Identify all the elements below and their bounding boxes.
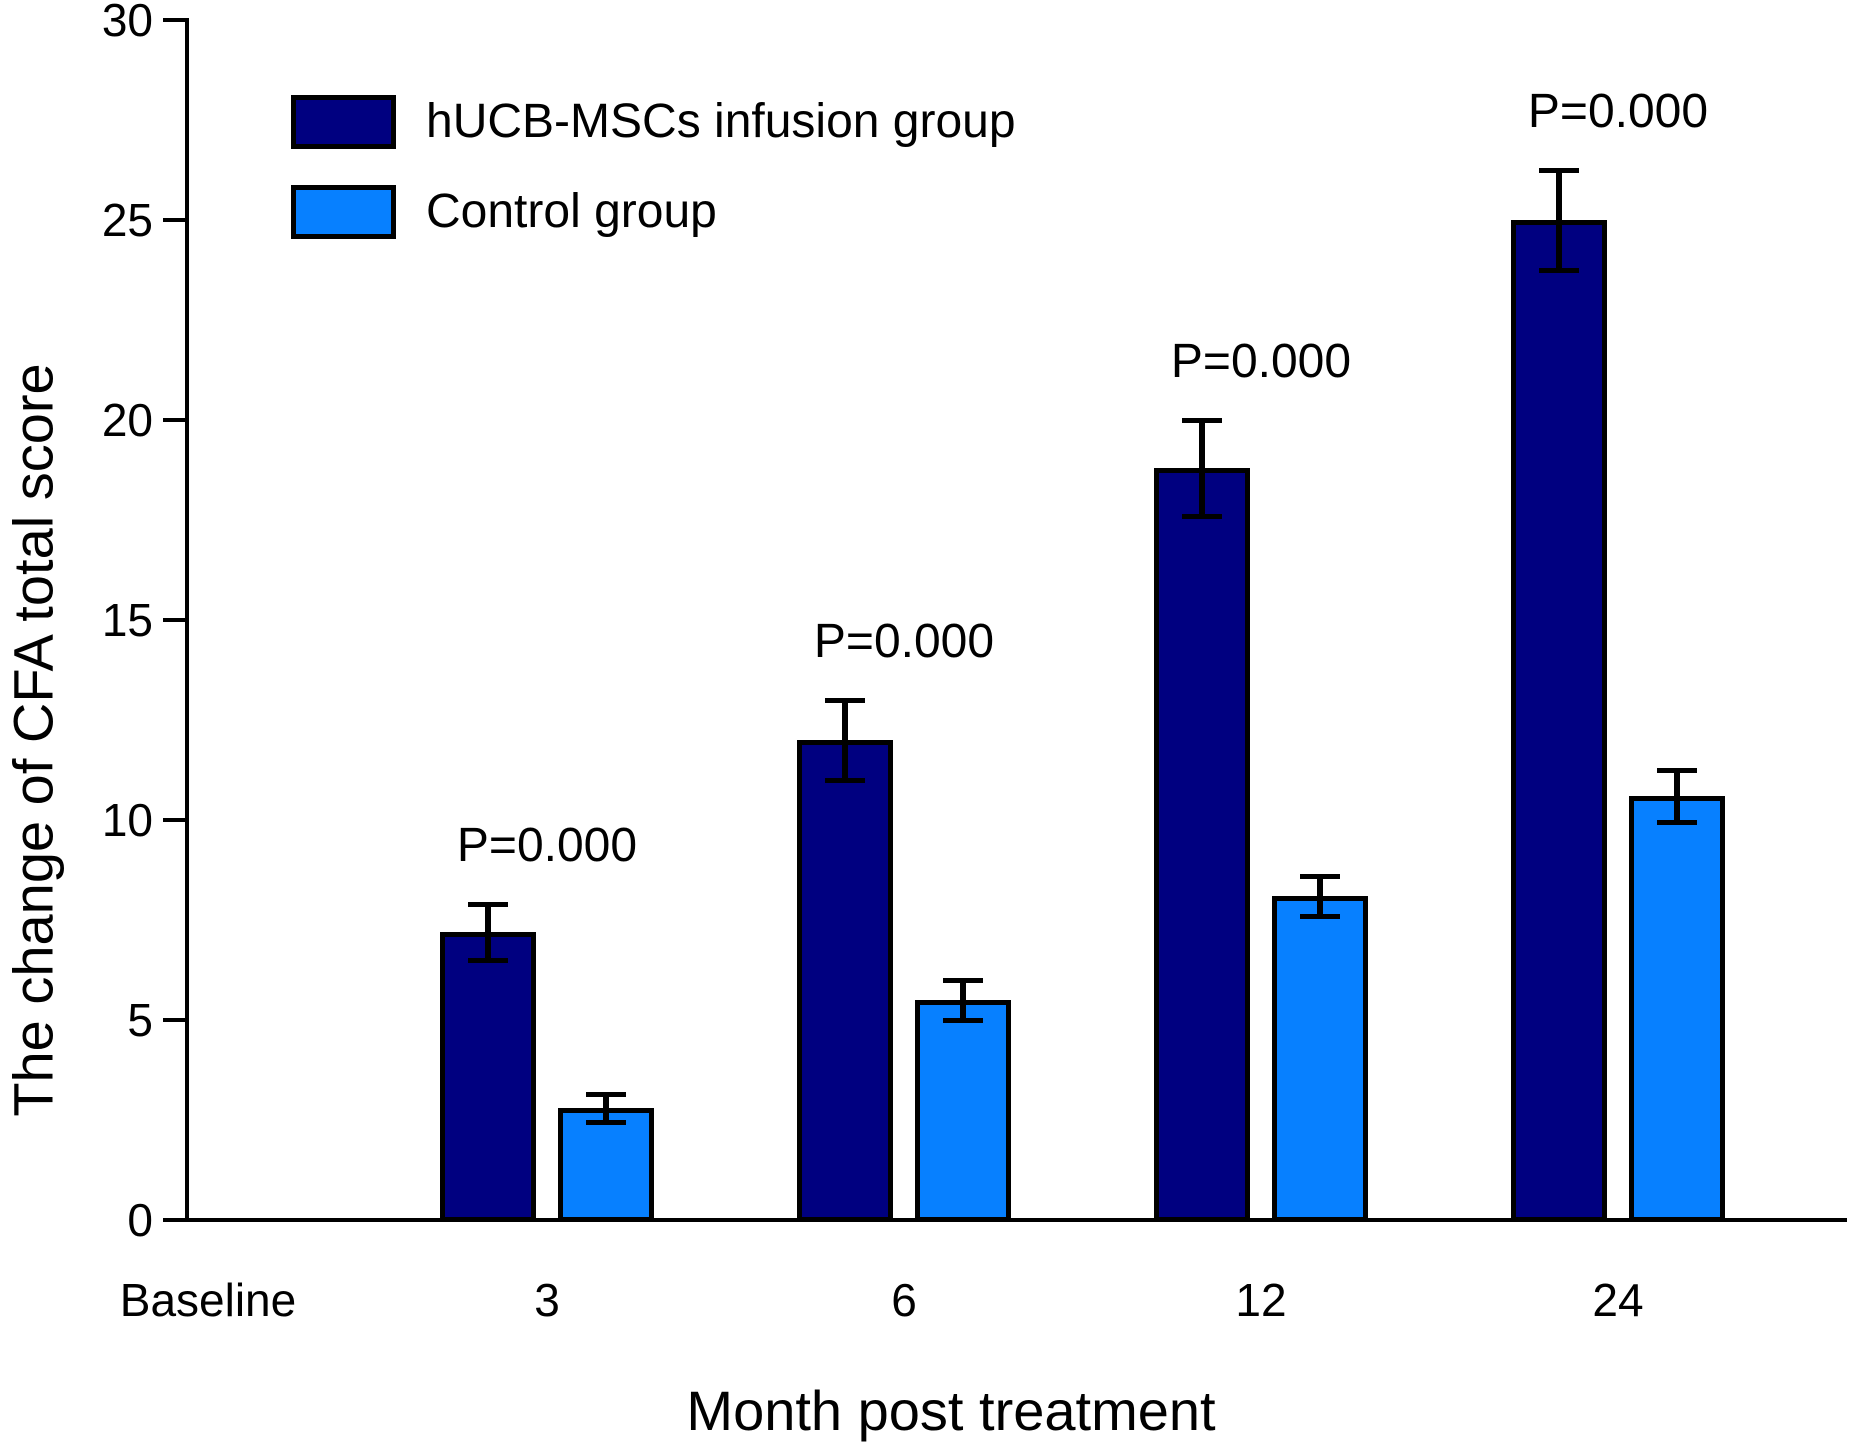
y-axis-tick: [163, 18, 185, 22]
error-bar-cap: [1539, 167, 1579, 173]
error-bar-line: [485, 904, 491, 960]
y-axis-tick: [163, 1018, 185, 1022]
error-bar-cap: [586, 1119, 626, 1125]
x-axis-category-label: 6: [891, 1274, 917, 1326]
y-axis-tick: [163, 418, 185, 422]
y-axis-tick-label: 5: [127, 994, 153, 1046]
error-bar-cap: [586, 1091, 626, 1097]
x-axis-line: [185, 1218, 1847, 1222]
error-bar-line: [960, 980, 966, 1020]
bar-series0-3: [440, 932, 536, 1222]
error-bar-cap: [825, 777, 865, 783]
legend-swatch-infusion-group: [291, 95, 396, 149]
error-bar-cap: [1300, 913, 1340, 919]
y-axis-tick-label: 0: [127, 1194, 153, 1246]
error-bar-cap: [1657, 767, 1697, 773]
x-axis-category-label: Baseline: [119, 1274, 297, 1326]
legend-label-infusion-group: hUCB-MSCs infusion group: [426, 95, 1016, 148]
bar-series0-24: [1511, 220, 1607, 1222]
y-axis-tick-label: 25: [101, 194, 153, 246]
error-bar-cap: [825, 697, 865, 703]
y-axis-tick: [163, 1218, 185, 1222]
legend-item-infusion-group: hUCB-MSCs infusion group: [291, 95, 1016, 149]
error-bar-cap: [1182, 513, 1222, 519]
bar-series0-6: [797, 740, 893, 1222]
y-axis-tick-label: 15: [101, 594, 153, 646]
error-bar-line: [1556, 170, 1562, 270]
bar-series1-24: [1629, 796, 1725, 1222]
error-bar-line: [1674, 770, 1680, 822]
p-value-annotation: P=0.000: [1170, 335, 1352, 388]
bar-series1-12: [1272, 896, 1368, 1222]
y-axis-line: [185, 18, 189, 1222]
error-bar-line: [1317, 876, 1323, 916]
error-bar-cap: [1182, 417, 1222, 423]
error-bar-cap: [468, 957, 508, 963]
error-bar-cap: [943, 977, 983, 983]
error-bar-cap: [1657, 819, 1697, 825]
x-axis-category-label: 12: [1235, 1274, 1287, 1326]
p-value-annotation: P=0.000: [456, 819, 638, 872]
y-axis-tick-label: 10: [101, 794, 153, 846]
y-axis-tick: [163, 818, 185, 822]
error-bar-cap: [1300, 873, 1340, 879]
legend-label-control-group: Control group: [426, 185, 717, 238]
error-bar-cap: [1539, 267, 1579, 273]
x-axis-category-label: 24: [1592, 1274, 1644, 1326]
p-value-annotation: P=0.000: [813, 615, 995, 668]
error-bar-line: [603, 1094, 609, 1122]
bar-series1-6: [915, 1000, 1011, 1222]
error-bar-cap: [943, 1017, 983, 1023]
error-bar-cap: [468, 901, 508, 907]
legend-swatch-control-group: [291, 185, 396, 239]
y-axis-tick: [163, 618, 185, 622]
y-axis-tick-label: 20: [101, 394, 153, 446]
y-axis-tick: [163, 218, 185, 222]
x-axis-category-label: 3: [534, 1274, 560, 1326]
x-axis-title: Month post treatment: [686, 1379, 1216, 1442]
bar-series1-3: [558, 1108, 654, 1222]
p-value-annotation: P=0.000: [1527, 85, 1709, 138]
error-bar-line: [842, 700, 848, 780]
y-axis-tick-label: 30: [101, 0, 153, 46]
error-bar-line: [1199, 420, 1205, 516]
legend-item-control-group: Control group: [291, 185, 717, 239]
bar-series0-12: [1154, 468, 1250, 1222]
